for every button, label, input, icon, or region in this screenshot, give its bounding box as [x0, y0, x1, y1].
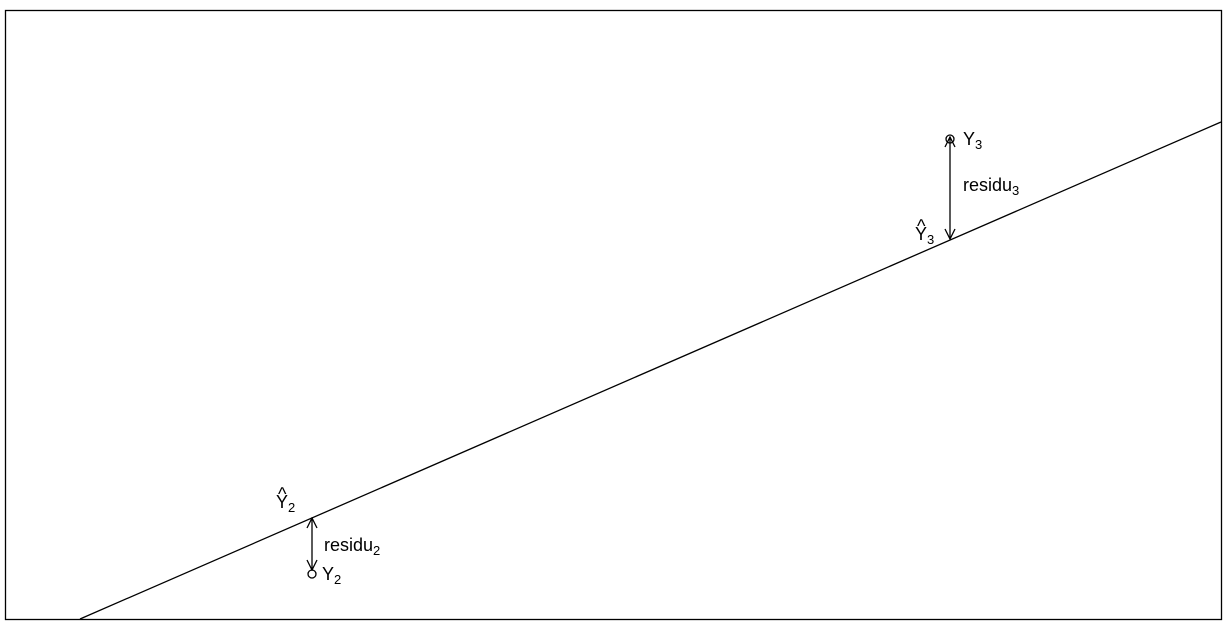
fitted-hat-3: ^	[917, 216, 926, 236]
fitted-label-2: Y2	[276, 492, 295, 515]
residual-group-3: Y3 residu3 Y3 ^	[915, 129, 1019, 247]
observed-label-3: Y3	[963, 129, 982, 152]
observed-point-2	[307, 569, 317, 579]
residual-label-3: residu3	[963, 175, 1019, 198]
residual-group-2: Y2 ^ residu2 Y2	[276, 484, 380, 587]
plot-frame	[4, 9, 1223, 621]
residual-label-2: residu2	[324, 535, 380, 558]
observed-label-2: Y2	[322, 564, 341, 587]
fitted-label-3: Y3	[915, 224, 934, 247]
regression-line	[79, 121, 1222, 620]
fitted-hat-2: ^	[278, 484, 287, 504]
